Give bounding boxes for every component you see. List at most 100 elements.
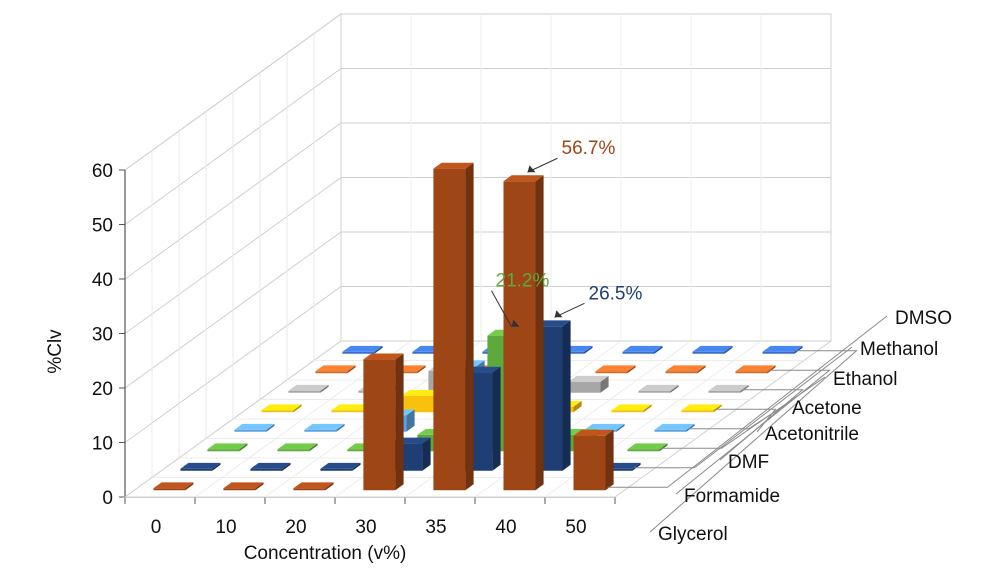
legend-label-formamide: Formamide: [684, 486, 780, 507]
bar-top: [584, 423, 625, 430]
bar-top: [277, 443, 318, 450]
legend-leader-ethanol: [661, 376, 826, 449]
bar-side: [492, 366, 501, 471]
bar-dmf-35: [568, 375, 609, 393]
x-tick-label: 20: [285, 517, 306, 538]
bar-ethanol-10: [277, 443, 318, 452]
y-tick-label: 20: [92, 379, 113, 400]
x-tick-label: 40: [495, 517, 516, 538]
y-axis-label: %Clv: [45, 329, 66, 374]
bar-side: [293, 404, 302, 413]
annotation-arrowhead: [511, 319, 520, 327]
bar-front: [654, 429, 687, 432]
bar-side: [239, 443, 248, 452]
bar-front: [293, 488, 326, 491]
bar-ethanol-0: [207, 443, 248, 452]
bar-methanol-0: [180, 462, 221, 471]
bar-side: [605, 429, 614, 491]
y-tick-label: 30: [92, 325, 113, 346]
bar-front: [762, 351, 795, 354]
bar-acetonitrile-0: [261, 404, 302, 413]
bar-top: [692, 345, 733, 352]
annotation-label: 56.7%: [562, 138, 616, 159]
bar-front: [180, 468, 213, 471]
bar-top: [320, 462, 361, 469]
bar-front: [735, 371, 768, 374]
bar-side: [697, 365, 706, 374]
x-tick-label: 30: [355, 517, 376, 538]
bar-acetonitrile-40: [611, 404, 652, 413]
x-tick-label: 0: [151, 517, 162, 538]
bar-front: [627, 449, 660, 452]
bar-top: [234, 423, 275, 430]
bar-front: [573, 435, 606, 491]
bar-side: [584, 345, 593, 354]
bar-side: [282, 462, 291, 471]
bar-front: [342, 351, 375, 354]
bar-top: [735, 365, 776, 372]
annotation-arrow: [491, 290, 512, 327]
bar-acetone-0: [234, 423, 275, 432]
bar-top: [315, 365, 356, 372]
bar-top: [503, 175, 544, 182]
bar-front: [665, 371, 698, 374]
bar-front: [331, 410, 364, 413]
bar-top: [304, 423, 345, 430]
bar-side: [422, 437, 431, 471]
bar-front: [320, 468, 353, 471]
gridline: [124, 68, 831, 225]
legend-label-acetone: Acetone: [792, 398, 862, 419]
bar-top: [288, 384, 329, 391]
annotation-arrowhead: [527, 165, 536, 173]
bar-side: [686, 423, 695, 432]
chart-gridlines: [119, 13, 831, 504]
bar-top: [223, 482, 264, 489]
gridline: [124, 231, 831, 389]
x-tick-label: 10: [215, 517, 236, 538]
bar-top: [180, 462, 221, 469]
bar-top: [611, 404, 652, 411]
bar-top: [250, 462, 291, 469]
gridline: [124, 13, 831, 171]
bar-front: [433, 168, 466, 491]
bar-acetonitrile-50: [681, 404, 722, 413]
bar-side: [352, 462, 361, 471]
bar-side: [670, 384, 679, 393]
bar-front: [692, 351, 725, 354]
chart-text: 0 10 20 30 40 50 60 0 10 20 30 35 40 50 Concentration …: [45, 161, 952, 564]
bar-top: [622, 345, 663, 352]
bar-side: [562, 320, 571, 471]
bar-top: [595, 365, 636, 372]
bar-top: [654, 423, 695, 430]
bar-side: [654, 345, 663, 354]
bar-dmf-0: [288, 384, 329, 393]
bar-side: [632, 462, 641, 471]
bar-glycerol-0: [342, 345, 383, 354]
bar-side: [325, 482, 334, 491]
bar-side: [659, 443, 668, 452]
bar-side: [406, 409, 415, 432]
bar-side: [573, 400, 582, 413]
bar-side: [212, 462, 221, 471]
bar-side: [767, 365, 776, 374]
bar-glycerol-50: [762, 345, 803, 354]
x-axis-label: Concentration (v%): [244, 543, 407, 564]
bar-front: [681, 410, 714, 413]
bar-front: [503, 181, 536, 491]
bar-acetone-50: [654, 423, 695, 432]
bar-top: [433, 162, 474, 169]
y-tick-label: 0: [102, 488, 113, 509]
bar-methanol-10: [250, 462, 291, 471]
y-tick-label: 60: [92, 161, 113, 182]
legend-label-dmso: DMSO: [895, 308, 952, 329]
y-tick-label: 50: [92, 216, 113, 237]
bar-front: [708, 390, 741, 393]
bar-side: [713, 404, 722, 413]
bar-side: [724, 345, 733, 354]
bar-front: [207, 449, 240, 452]
bar-acetone-10: [304, 423, 345, 432]
bar-dmso-30: [363, 353, 404, 491]
bar-top: [568, 375, 609, 382]
gridline: [124, 286, 831, 443]
